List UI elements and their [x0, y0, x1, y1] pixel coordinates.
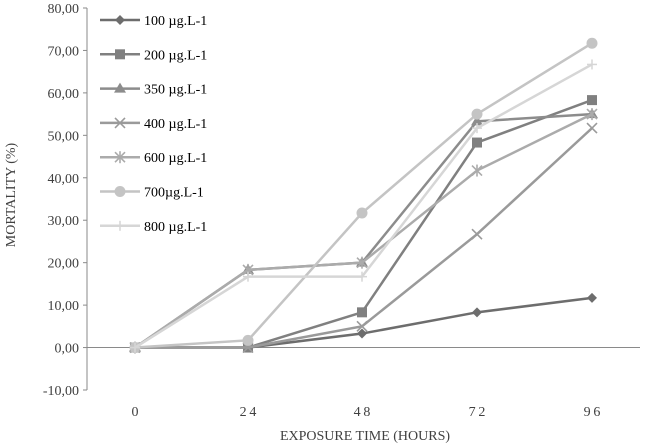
- marker-square-legend: [115, 49, 125, 60]
- marker-diamond-legend: [115, 15, 125, 25]
- marker-diamond-point: [357, 328, 367, 339]
- marker-circle-point: [356, 207, 368, 219]
- marker-plus-legend: [115, 220, 125, 231]
- y-tick-label: 80,00: [48, 2, 80, 17]
- series-7: [130, 59, 597, 353]
- legend-label: 600 µg.L-1: [144, 151, 207, 166]
- marker-plus-point: [243, 271, 253, 282]
- marker-diamond-point: [472, 307, 482, 318]
- legend-entry: 350 µg.L-1: [100, 82, 207, 98]
- marker-x-point: [471, 228, 483, 240]
- marker-square-point: [587, 95, 597, 106]
- marker-diamond-point: [587, 292, 597, 303]
- marker-circle-point: [471, 108, 483, 120]
- x-tick-label: 0: [132, 405, 139, 420]
- y-tick-label: 0,00: [55, 342, 80, 357]
- y-tick-label: -10,00: [43, 384, 79, 399]
- y-tick-label: 70,00: [48, 44, 80, 59]
- legend-entry: 600 µg.L-1: [100, 151, 207, 166]
- y-tick-label: 40,00: [48, 172, 80, 187]
- marker-x-point: [586, 122, 598, 134]
- x-tick-label: 4 8: [354, 405, 371, 420]
- x-tick-label: 2 4: [240, 405, 257, 420]
- x-tick-label: 7 2: [469, 405, 486, 420]
- marker-x-point: [356, 320, 368, 332]
- marker-asterisk-legend: [114, 151, 126, 164]
- marker-plus-point: [130, 342, 140, 353]
- legend-label: 200 µg.L-1: [144, 48, 207, 63]
- y-tick-label: 10,00: [48, 299, 80, 314]
- series-6: [129, 37, 598, 354]
- y-tick-label: 20,00: [48, 257, 80, 272]
- marker-circle-point: [586, 37, 598, 49]
- marker-plus-point: [357, 271, 367, 282]
- marker-plus-point: [472, 123, 482, 134]
- x-axis-label: EXPOSURE TIME (HOURS): [280, 429, 450, 444]
- marker-triangle-legend: [114, 82, 126, 93]
- legend-label: 350 µg.L-1: [144, 83, 207, 98]
- marker-plus-point: [587, 59, 597, 70]
- marker-square-point: [472, 137, 482, 148]
- y-tick-label: 30,00: [48, 214, 80, 229]
- y-tick-label: 60,00: [48, 87, 80, 102]
- marker-square-point: [357, 307, 367, 318]
- x-tick-label: 9 6: [584, 405, 601, 420]
- legend-label: 400 µg.L-1: [144, 117, 207, 132]
- axes: -10,00 0,00 10,00 20,00 30,00 40,00 50,00 60,00…: [43, 2, 640, 420]
- legend: 100 µg.L-1 200 µg.L-1 350 µg.L-1 400 µg.L-1…: [100, 14, 207, 235]
- legend-entry: 700µg.L-1: [100, 186, 204, 201]
- legend-label: 100 µg.L-1: [144, 14, 207, 29]
- legend-label: 700µg.L-1: [144, 186, 204, 201]
- marker-x-legend: [114, 117, 126, 129]
- marker-asterisk-point: [586, 108, 598, 121]
- marker-triangle-point: [471, 115, 483, 126]
- series-line: [134, 63, 593, 349]
- y-tick-label: 50,00: [48, 129, 80, 144]
- marker-asterisk-point: [356, 256, 368, 269]
- legend-entry: 100 µg.L-1: [100, 14, 207, 29]
- marker-circle-legend: [114, 186, 126, 197]
- series-layer: [129, 37, 598, 354]
- marker-asterisk-point: [471, 164, 483, 177]
- marker-circle-point: [242, 334, 254, 346]
- legend-entry: 800 µg.L-1: [100, 220, 207, 235]
- legend-label: 800 µg.L-1: [144, 220, 207, 235]
- legend-entry: 400 µg.L-1: [100, 117, 207, 132]
- legend-entry: 200 µg.L-1: [100, 48, 207, 63]
- y-axis-label: MORTALITY (%): [4, 142, 19, 247]
